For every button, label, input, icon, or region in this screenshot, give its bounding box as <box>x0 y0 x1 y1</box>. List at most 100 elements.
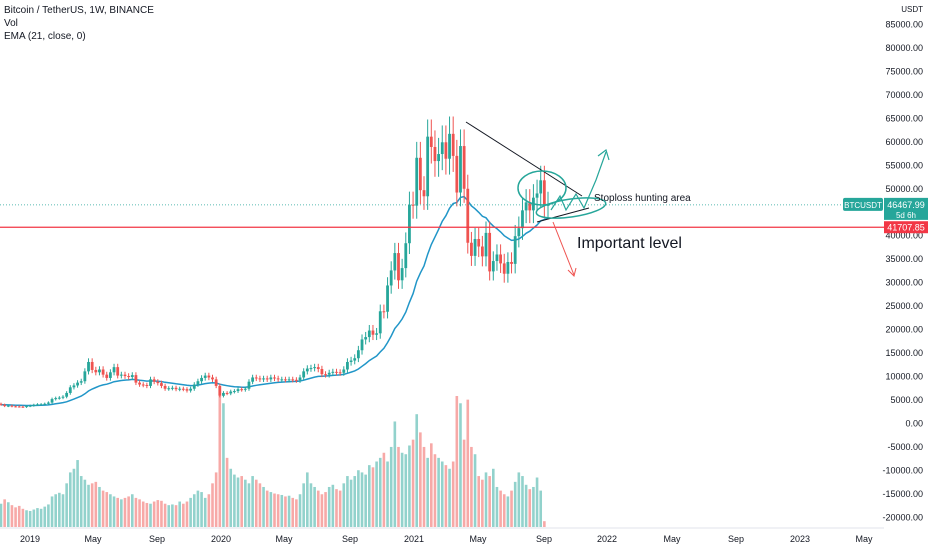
candle-body <box>167 388 171 390</box>
volume-bar <box>98 486 101 527</box>
volume-bar <box>382 452 386 527</box>
volume-bar <box>408 445 411 527</box>
price-axis[interactable] <box>884 0 932 550</box>
volume-bar <box>68 472 72 527</box>
volume-bar <box>510 490 513 527</box>
volume-bar <box>200 492 203 527</box>
candle-body <box>517 228 521 237</box>
volume-bar <box>149 503 152 527</box>
candle-body <box>462 146 466 189</box>
volume-bar <box>120 499 123 527</box>
candle-body <box>316 367 320 370</box>
candle-body <box>240 389 244 391</box>
volume-bar <box>211 483 214 527</box>
volume-bar <box>116 497 119 527</box>
candle-body <box>200 377 203 382</box>
volume-bar <box>233 474 236 527</box>
price-tick-label: 70000.00 <box>885 90 923 100</box>
volume-bar <box>327 486 331 527</box>
candle-body <box>25 406 28 408</box>
candle-body <box>72 385 76 388</box>
stoploss-area-ellipse <box>517 170 567 206</box>
volume-bar <box>43 506 47 527</box>
candle-body <box>3 404 7 407</box>
ema-line <box>0 195 549 407</box>
candle-body <box>189 388 193 391</box>
candle-body <box>294 379 298 381</box>
bearish-arrow-line <box>552 221 575 276</box>
volume-bar <box>477 476 481 527</box>
volume-bar <box>320 494 324 527</box>
candle-body <box>225 392 229 394</box>
candle-body <box>243 388 247 390</box>
candle-body <box>338 372 342 374</box>
volume-bar <box>324 492 327 527</box>
volume-bar <box>415 414 419 527</box>
candle-body <box>10 405 14 407</box>
volume-bar <box>109 494 112 527</box>
candle-body <box>298 377 302 381</box>
candle-body <box>291 379 295 381</box>
candle-body <box>116 367 120 376</box>
candle-body <box>305 368 309 372</box>
candle-body <box>521 210 524 229</box>
volume-bar <box>17 505 21 527</box>
candle-body <box>477 238 481 247</box>
candle-body <box>331 371 335 373</box>
candle-body <box>371 330 375 335</box>
candle-body <box>356 350 360 359</box>
volume-bar <box>331 484 335 527</box>
candle-body <box>192 384 196 389</box>
volume-bar <box>364 474 367 527</box>
volume-bar <box>236 477 240 527</box>
volume-bar <box>90 483 94 527</box>
volume-bar <box>513 481 517 527</box>
price-tick-label: 85000.00 <box>885 20 923 30</box>
price-tick-label: 60000.00 <box>885 137 923 147</box>
candle-body <box>320 369 324 375</box>
candle-body <box>287 379 291 381</box>
candle-body <box>141 384 145 386</box>
candle-body <box>495 254 499 262</box>
candle-body <box>185 389 189 391</box>
volume-bar <box>306 472 309 527</box>
candle-body <box>232 391 236 393</box>
volume-bar <box>32 509 36 527</box>
candle-body <box>152 379 156 382</box>
volume-bar <box>105 492 109 527</box>
candle-body <box>335 371 338 373</box>
candle-body <box>539 180 543 194</box>
volume-bar <box>440 461 444 527</box>
candle-body <box>98 369 101 373</box>
volume-bar <box>112 496 116 527</box>
volume-bar <box>273 493 276 527</box>
volume-bar <box>368 465 371 527</box>
volume-bar <box>298 494 302 527</box>
volume-bar <box>430 443 433 527</box>
candle-body <box>389 270 393 286</box>
volume-bar <box>156 500 160 527</box>
candle-body <box>397 253 400 281</box>
volume-bar <box>397 446 400 527</box>
volume-bar <box>517 472 521 527</box>
volume-bar <box>50 496 54 527</box>
candle-body <box>382 311 386 313</box>
time-tick-label: 2021 <box>404 534 424 544</box>
volume-bar <box>360 472 364 527</box>
candle-body <box>222 392 225 396</box>
candle-body <box>262 378 265 380</box>
candle-body <box>269 377 273 380</box>
time-tick-label: 2019 <box>20 534 40 544</box>
candle-body <box>444 142 448 159</box>
volume-bar <box>160 500 163 527</box>
volume-bar <box>83 479 87 527</box>
candle-body <box>43 403 47 405</box>
volume-bar <box>192 494 196 527</box>
volume-bar <box>335 489 338 527</box>
volume-bar <box>54 494 57 527</box>
volume-bar <box>167 505 171 527</box>
candle-body <box>211 377 214 380</box>
candle-body <box>433 146 437 162</box>
volume-bar <box>134 497 138 527</box>
